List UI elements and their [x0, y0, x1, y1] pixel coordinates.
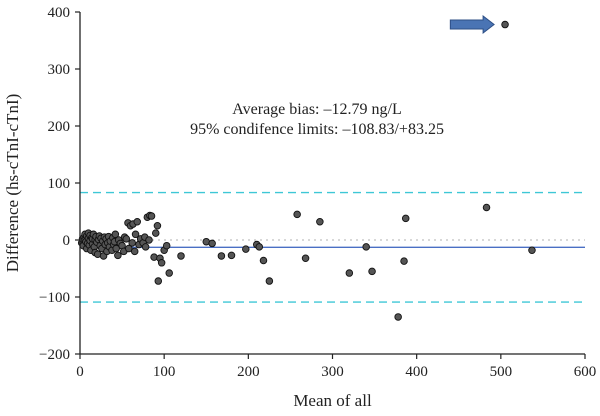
- reference-lines: [80, 191, 585, 303]
- confidence-limits-annotation: 95% condifence limits: –108.83/+83.25: [190, 121, 444, 138]
- data-point: [112, 244, 120, 253]
- data-point: [400, 257, 408, 265]
- data-point: [130, 247, 139, 256]
- data-point: [131, 230, 140, 239]
- data-point: [162, 241, 171, 250]
- x-tick-label: 300: [321, 364, 344, 380]
- data-point: [528, 246, 536, 255]
- data-points: [77, 20, 536, 321]
- data-point: [301, 254, 310, 262]
- arrow-icon: [449, 15, 495, 35]
- y-tick-label: 0: [63, 233, 71, 249]
- data-point: [153, 221, 162, 230]
- data-point: [401, 214, 410, 223]
- data-point: [316, 218, 324, 226]
- y-tick-label: −200: [39, 347, 70, 363]
- y-tick-label: 300: [48, 62, 71, 78]
- data-point: [293, 210, 301, 219]
- y-tick-label: 100: [48, 176, 71, 192]
- y-ticks: −200 −100 0 100 200 300 400: [39, 5, 80, 363]
- data-point: [242, 245, 250, 253]
- data-point: [122, 235, 131, 243]
- data-point: [111, 230, 120, 239]
- data-point: [128, 239, 136, 247]
- data-point: [362, 243, 370, 251]
- x-tick-label: 400: [405, 364, 428, 380]
- y-tick-label: −100: [39, 290, 70, 306]
- y-axis-title: Difference (hs-cTnI-cTnI): [3, 94, 22, 273]
- data-point: [151, 229, 160, 237]
- data-point: [114, 251, 122, 260]
- data-point: [227, 251, 236, 260]
- x-tick-label: 200: [237, 364, 260, 380]
- data-point: [147, 212, 156, 220]
- data-point: [141, 243, 150, 251]
- data-point: [125, 244, 133, 253]
- y-tick-label: 400: [48, 5, 71, 21]
- average-bias-annotation: Average bias: –12.79 ng/L: [232, 101, 401, 118]
- x-ticks: 0 100 200 300 400 500 600: [76, 354, 596, 380]
- data-point: [177, 252, 185, 260]
- data-point: [208, 239, 216, 248]
- x-tick-label: 500: [490, 364, 513, 380]
- x-axis-title: Mean of all: [293, 391, 372, 410]
- x-tick-label: 0: [76, 364, 84, 380]
- data-point: [217, 252, 226, 260]
- data-point: [265, 277, 274, 285]
- data-point: [150, 253, 158, 261]
- data-point: [133, 218, 141, 226]
- data-point: [394, 313, 402, 321]
- data-point: [165, 269, 173, 277]
- data-point: [482, 203, 491, 212]
- data-point: [501, 20, 509, 29]
- data-point: [345, 269, 354, 277]
- data-point: [368, 267, 376, 276]
- x-tick-label: 600: [574, 364, 597, 380]
- arrow-shape: [449, 15, 495, 35]
- data-point: [259, 256, 268, 265]
- data-point: [157, 259, 166, 267]
- x-tick-label: 100: [153, 364, 176, 380]
- data-point: [154, 277, 163, 285]
- y-tick-label: 200: [48, 119, 71, 135]
- data-point: [145, 236, 153, 244]
- data-point: [255, 243, 264, 251]
